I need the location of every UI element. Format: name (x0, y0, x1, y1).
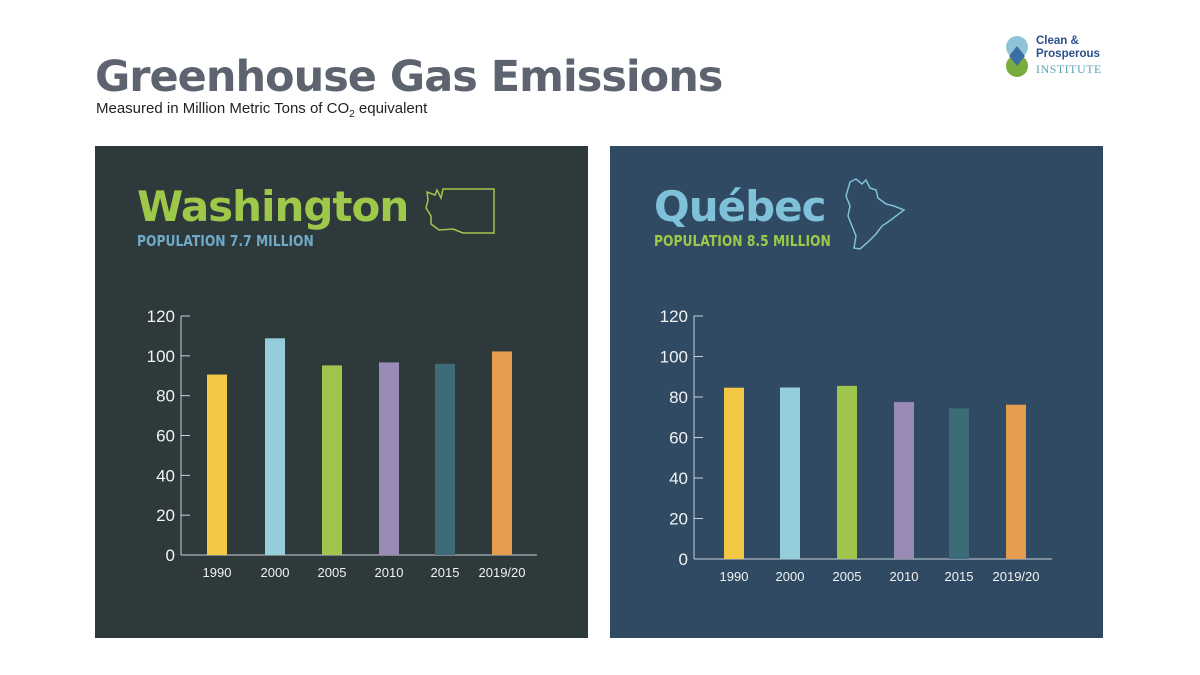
washington-chart: 0 20 40 60 80 100 120 1990 2000 2005 2010 2015 2019/… (147, 307, 537, 580)
x-tick-label: 2000 (261, 565, 290, 580)
x-tick-label: 2000 (776, 569, 805, 584)
y-tick-label: 60 (156, 427, 175, 446)
y-tick-label: 0 (166, 546, 175, 565)
logo-drops-icon (1006, 36, 1028, 77)
y-tick-label: 120 (660, 307, 688, 326)
panel-title: Washington (137, 182, 409, 231)
y-tick-label: 80 (669, 388, 688, 407)
y-tick-label: 20 (156, 506, 175, 525)
bar-2000 (265, 338, 285, 555)
y-tick-label: 60 (669, 429, 688, 448)
washington-panel: Washington POPULATION 7.7 MILLION 0 20 40 6… (95, 146, 588, 638)
x-tick-label: 2019/20 (479, 565, 526, 580)
x-tick-label: 2010 (375, 565, 404, 580)
x-tick-label: 2019/20 (993, 569, 1040, 584)
y-tick-label: 40 (156, 466, 175, 485)
x-tick-label: 2015 (431, 565, 460, 580)
logo: Clean & Prosperous INSTITUTE (1004, 34, 1114, 82)
logo-line3: INSTITUTE (1036, 62, 1102, 76)
x-tick-label: 2005 (833, 569, 862, 584)
bar-1990 (207, 374, 227, 555)
y-tick-label: 100 (660, 348, 688, 367)
bar-2019/20 (492, 351, 512, 555)
y-tick-label: 80 (156, 387, 175, 406)
x-tick-label: 1990 (720, 569, 749, 584)
y-tick-label: 100 (147, 347, 175, 366)
bar-2000 (780, 387, 800, 559)
panel-title: Québec (654, 182, 827, 231)
quebec-chart: 0 20 40 60 80 100 120 1990 2000 2005 2010 2015 2019/… (660, 307, 1052, 584)
bar-2019/20 (1006, 404, 1026, 559)
panel-population: POPULATION 8.5 MILLION (654, 232, 831, 250)
x-tick-label: 2015 (945, 569, 974, 584)
x-tick-label: 2005 (318, 565, 347, 580)
quebec-map-icon (845, 178, 906, 250)
subtitle-subscript: 2 (349, 109, 355, 120)
panel-population: POPULATION 7.7 MILLION (137, 232, 314, 250)
washington-map-icon (425, 188, 495, 234)
logo-line2: Prosperous (1036, 48, 1100, 60)
bar-2015 (435, 363, 455, 555)
bar-2005 (837, 385, 857, 559)
x-tick-label: 1990 (203, 565, 232, 580)
bar-2005 (322, 365, 342, 555)
subtitle-text-end: equivalent (354, 100, 428, 117)
y-tick-label: 40 (669, 469, 688, 488)
y-tick-label: 0 (679, 550, 688, 569)
page-title: Greenhouse Gas Emissions (95, 52, 723, 102)
x-tick-label: 2010 (890, 569, 919, 584)
y-tick-label: 120 (147, 307, 175, 326)
bar-1990 (724, 387, 744, 559)
quebec-panel: Québec POPULATION 8.5 MILLION 0 20 40 60 80 1… (610, 146, 1103, 638)
logo-line1: Clean & (1036, 35, 1079, 47)
bar-2010 (379, 362, 399, 555)
subtitle-text: Measured in Million Metric Tons of CO (96, 100, 350, 117)
y-tick-label: 20 (669, 510, 688, 529)
bar-2010 (894, 402, 914, 559)
bar-2015 (949, 408, 969, 559)
page-subtitle: Measured in Million Metric Tons of CO2 e… (96, 100, 427, 120)
